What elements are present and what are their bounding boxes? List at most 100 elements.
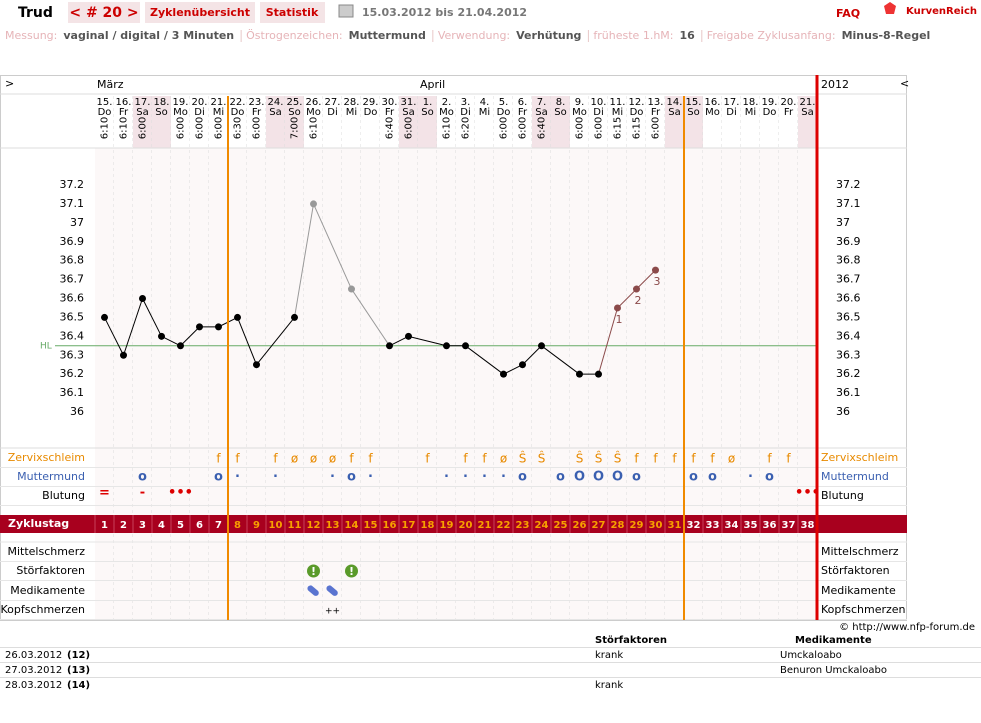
faq[interactable]: FAQ	[836, 7, 860, 20]
cycle-day: 27	[592, 520, 606, 531]
day: 15.	[97, 97, 113, 108]
cycle-day: 34	[725, 520, 739, 531]
temp-point	[120, 351, 127, 359]
tab-label[interactable]: Statistik	[266, 6, 319, 19]
time: 6:00	[214, 117, 225, 139]
nav-left[interactable]: >	[5, 77, 14, 90]
muttermund-mark: o	[556, 470, 565, 485]
day-header-bg	[190, 96, 209, 148]
weekday: Sa	[535, 107, 547, 118]
footer-cell: (14)	[67, 680, 90, 691]
day-header-bg	[760, 96, 779, 148]
weekday: Mi	[213, 107, 224, 118]
temp-segment	[617, 288, 637, 309]
y-tick-label: 36.2	[60, 367, 85, 380]
day-column-bg	[133, 148, 152, 620]
muttermund-mark: o	[632, 470, 641, 485]
weekday: So	[554, 107, 566, 118]
weekday: So	[288, 107, 300, 118]
medikament-icon	[307, 585, 319, 596]
day-column-bg	[532, 148, 551, 620]
setting-value: Muttermund	[349, 29, 426, 42]
day-column-bg	[171, 148, 190, 620]
zervix-mark: f	[634, 452, 639, 466]
weekday: Fr	[518, 107, 528, 118]
day-header-bg	[247, 96, 266, 148]
cycle-day: 37	[782, 520, 796, 531]
row-label: Störfaktoren	[16, 564, 85, 577]
cycle[interactable]: < # 20 >	[69, 5, 138, 21]
day-column-bg	[703, 148, 722, 620]
day-header-bg	[456, 96, 475, 148]
day: 19.	[173, 97, 189, 108]
day-header-bg	[741, 96, 760, 148]
cycle-day: 6	[196, 520, 203, 531]
weekday: Mo	[705, 107, 720, 118]
day-header-bg	[703, 96, 722, 148]
time: 6:30	[233, 117, 244, 139]
day-header-bg	[608, 96, 627, 148]
day: 20.	[192, 97, 208, 108]
setting-value: Verhütung	[516, 29, 581, 42]
time: 6:00	[594, 117, 605, 139]
y-tick-label: 37.1	[60, 197, 85, 210]
blutung-mark: •••	[168, 486, 193, 501]
weekday: Do	[364, 107, 378, 118]
time: 6:00	[176, 117, 187, 139]
zervix-mark: f	[216, 452, 221, 466]
day-column-bg	[760, 148, 779, 620]
tab[interactable]	[260, 2, 325, 23]
settings: Messung: vaginal / digital / 3 Minuten Öst…	[5, 29, 930, 42]
zervix-mark: ø	[728, 452, 735, 466]
time: 6:15	[632, 117, 643, 139]
cycle-box[interactable]	[68, 2, 140, 23]
cycle-day: 24	[535, 520, 549, 531]
day-column-bg	[475, 148, 494, 620]
print-icon[interactable]	[338, 4, 354, 18]
y-tick-label: 37.2	[60, 178, 85, 191]
zervix-mark: Ŝ	[614, 451, 622, 466]
y-tick-label: 36.9	[60, 235, 85, 248]
cycle-day: 23	[516, 520, 530, 531]
weekday: Di	[726, 107, 736, 118]
footer-cell: 27.03.2012	[5, 665, 62, 676]
tab-label[interactable]: Zyklenübersicht	[150, 6, 250, 19]
day: 22.	[230, 97, 246, 108]
cycle-day: 5	[177, 520, 184, 531]
temp-point	[101, 313, 108, 321]
y-tick-label: 36.2	[836, 367, 861, 380]
day: 8.	[556, 97, 566, 108]
cycle-day: 16	[383, 520, 397, 531]
month: April	[420, 78, 445, 91]
logo-icon	[884, 2, 896, 14]
day-column-bg	[342, 148, 361, 620]
time: 6:20	[461, 117, 472, 139]
temp-point	[196, 323, 203, 331]
nav-right[interactable]: <	[900, 77, 909, 90]
day: 18.	[154, 97, 170, 108]
time: 6:00	[252, 117, 263, 139]
temp-point	[443, 342, 450, 350]
temp-point	[348, 285, 355, 293]
zervix-mark: f	[653, 452, 658, 466]
temp-point	[462, 342, 469, 350]
day: 28.	[344, 97, 360, 108]
y-tick-label: 36.4	[60, 329, 85, 342]
cycle-day: 28	[611, 520, 625, 531]
footer-cell: (13)	[67, 665, 90, 676]
temp-segment	[389, 335, 409, 347]
day-header-bg	[95, 96, 114, 148]
row-label: Medikamente	[821, 584, 896, 597]
blutung-mark: •••	[795, 486, 820, 501]
weekday: So	[687, 107, 699, 118]
cycle-day: 21	[478, 520, 492, 531]
day-column-bg	[95, 148, 114, 620]
brand[interactable]: KurvenReich	[906, 6, 977, 17]
day-column-bg	[399, 148, 418, 620]
day: 15.	[686, 97, 702, 108]
tab[interactable]	[145, 2, 255, 23]
zervix-mark: f	[710, 452, 715, 466]
footer-cell: krank	[595, 650, 623, 661]
day-column-bg	[418, 148, 437, 620]
weekday: Di	[327, 107, 337, 118]
